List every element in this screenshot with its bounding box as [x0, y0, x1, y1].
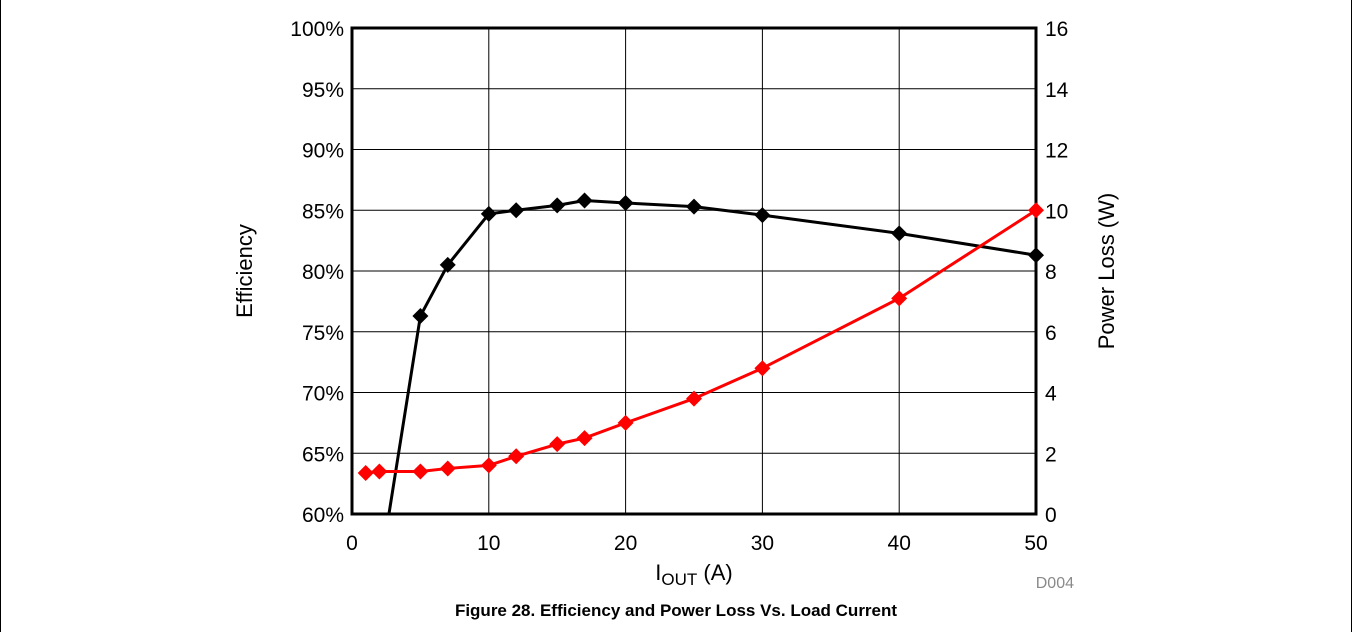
y-axis-right-title: Power Loss (W)	[1094, 193, 1119, 349]
tick-labels: 0 10 20 30 40 50 60% 65% 70% 75% 80% 85% 90% 95% 100% 0…	[290, 18, 1068, 555]
series-2-point	[480, 457, 497, 474]
series-1-point	[891, 225, 908, 242]
y-right-tick-label: 4	[1045, 383, 1057, 406]
series-2-point	[576, 430, 593, 447]
series-2-point	[412, 463, 429, 480]
series-1-line	[387, 199, 1037, 515]
y-left-tick-label: 95%	[302, 79, 344, 102]
x-tick-label: 40	[888, 532, 911, 555]
series-1-point	[508, 202, 525, 219]
series-1-point	[439, 256, 456, 273]
y-right-tick-label: 12	[1045, 140, 1068, 163]
y-left-tick-label: 80%	[302, 261, 344, 284]
y-axis-left-title: Efficiency	[232, 224, 257, 318]
series-2-point	[371, 463, 388, 480]
series-2-point	[891, 290, 908, 307]
y-right-tick-label: 16	[1045, 18, 1068, 41]
x-tick-label: 20	[614, 532, 637, 555]
series-2-point	[686, 390, 702, 407]
y-left-tick-label: 60%	[302, 504, 344, 527]
y-right-tick-label: 8	[1045, 261, 1057, 284]
x-axis-title-sub: OUT	[661, 570, 697, 589]
figure-code: D004	[1036, 575, 1074, 592]
series-2-point	[357, 464, 374, 481]
series-1-point	[686, 198, 702, 215]
y-left-tick-label: 90%	[302, 140, 344, 163]
x-tick-label: 30	[751, 532, 774, 555]
x-axis-title-main: I	[655, 560, 661, 585]
figure-caption: Figure 28. Efficiency and Power Loss Vs.…	[455, 601, 897, 620]
series-2-point	[439, 460, 456, 477]
series	[357, 192, 1044, 515]
y-right-tick-label: 14	[1045, 79, 1069, 102]
series-1-point	[1028, 247, 1044, 264]
y-left-tick-label: 70%	[302, 383, 344, 406]
series-1-point	[549, 197, 566, 214]
series-1-point	[412, 307, 429, 324]
y-left-tick-label: 100%	[290, 18, 344, 41]
x-tick-label: 0	[346, 532, 358, 555]
x-axis-title: IOUT (A)	[655, 560, 732, 589]
plot-area	[350, 26, 1038, 516]
y-left-tick-label: 75%	[302, 322, 344, 345]
series-2-point	[617, 414, 634, 431]
y-right-tick-label: 6	[1045, 322, 1057, 345]
series-1-point	[480, 205, 497, 222]
x-axis-title-unit: (A)	[697, 560, 732, 585]
x-tick-label: 50	[1024, 532, 1047, 555]
series-1-point	[617, 194, 634, 211]
series-2-point	[508, 448, 525, 465]
y-right-tick-label: 10	[1045, 200, 1068, 223]
series-2-line	[365, 208, 1037, 475]
y-left-tick-label: 65%	[302, 443, 344, 466]
series-1-point	[754, 207, 771, 224]
y-right-tick-label: 0	[1045, 504, 1057, 527]
series-2-point	[754, 360, 771, 377]
grid	[352, 28, 1036, 514]
series-1-point	[576, 192, 593, 209]
y-right-tick-label: 2	[1045, 443, 1057, 466]
series-2-point	[1028, 202, 1044, 219]
x-tick-label: 10	[477, 532, 500, 555]
series-2-point	[549, 436, 566, 453]
y-left-tick-label: 85%	[302, 200, 344, 223]
